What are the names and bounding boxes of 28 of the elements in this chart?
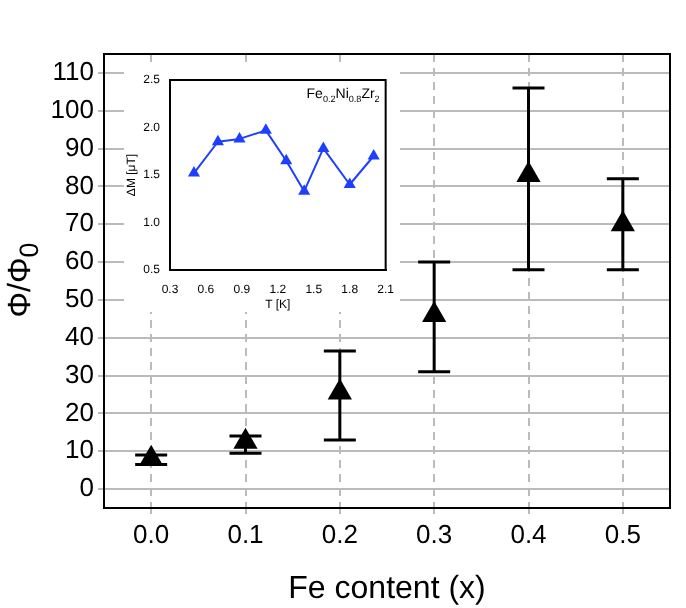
point — [298, 185, 310, 195]
y-tick-label: 60 — [65, 245, 94, 276]
y-tick-label: 100 — [50, 93, 94, 124]
y-tick-label: 50 — [65, 283, 94, 314]
point — [234, 132, 245, 143]
y-tick-label: 110 — [52, 56, 94, 87]
y-tick-label: 30 — [65, 358, 94, 389]
x-tick-label: 0.1 — [227, 518, 264, 549]
point — [368, 150, 380, 160]
point — [344, 178, 356, 188]
x-tick-label: 0.3 — [416, 518, 453, 549]
point — [260, 124, 272, 134]
y-tick-label: 20 — [65, 396, 94, 427]
y-tick-label: 90 — [65, 131, 94, 162]
x-tick-label: 0.0 — [133, 518, 170, 549]
y-tick-label: 40 — [65, 320, 94, 351]
x-tick-label: 0.4 — [510, 518, 547, 549]
x-axis-title: Fe content (x) — [288, 571, 486, 606]
point — [212, 135, 224, 146]
point — [318, 142, 329, 152]
y-tick-label: 0 — [79, 472, 94, 503]
y-tick-label: 70 — [65, 207, 94, 238]
point — [188, 167, 200, 177]
y-tick-label: 10 — [65, 434, 94, 465]
y-tick-label: 80 — [65, 169, 94, 200]
point — [280, 154, 292, 165]
x-tick-label: 0.5 — [604, 518, 641, 549]
x-tick-label: 0.2 — [321, 518, 358, 549]
